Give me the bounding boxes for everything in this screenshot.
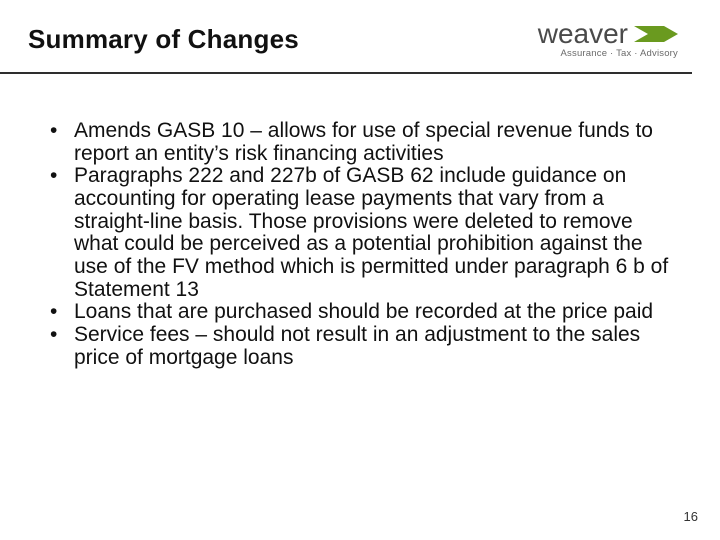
arrow-icon <box>634 21 680 47</box>
slide: Summary of Changes weaver Assurance · Ta… <box>0 0 720 540</box>
logo-row: weaver <box>490 18 680 50</box>
header-rule <box>0 72 692 74</box>
list-item: Service fees – should not result in an a… <box>44 324 680 369</box>
list-item: Amends GASB 10 – allows for use of speci… <box>44 120 680 165</box>
logo-text: weaver <box>538 18 628 50</box>
content: Amends GASB 10 – allows for use of speci… <box>44 120 680 369</box>
list-item: Loans that are purchased should be recor… <box>44 301 680 324</box>
logo-tagline: Assurance · Tax · Advisory <box>490 48 680 59</box>
list-item: Paragraphs 222 and 227b of GASB 62 inclu… <box>44 165 680 301</box>
header: Summary of Changes weaver Assurance · Ta… <box>28 18 692 78</box>
page-number: 16 <box>684 509 698 524</box>
bullet-list: Amends GASB 10 – allows for use of speci… <box>44 120 680 369</box>
logo: weaver Assurance · Tax · Advisory <box>490 18 680 59</box>
arrow-shape <box>634 26 678 42</box>
